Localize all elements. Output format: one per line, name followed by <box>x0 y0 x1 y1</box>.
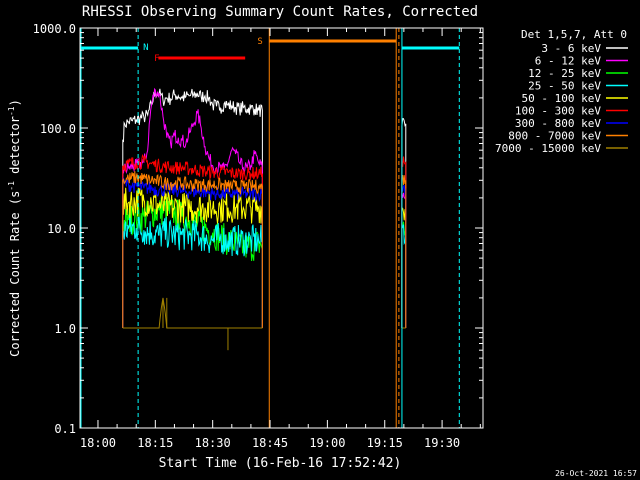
x-axis-label: Start Time (16-Feb-16 17:52:42) <box>159 456 402 471</box>
x-tick-labels: 18:00 18:15 18:30 18:45 19:00 19:15 19:30 <box>80 436 460 450</box>
legend-label-0: 3 - 6 keV <box>541 42 601 55</box>
annotation-N: N <box>143 43 148 53</box>
y-tick-label-0: 0.1 <box>54 422 76 436</box>
legend-label-8: 7000 - 15000 keV <box>495 142 601 155</box>
legend-title: Det 1,5,7, Att 0 <box>521 28 627 41</box>
legend-label-7: 800 - 7000 keV <box>508 130 601 143</box>
y-axis-label-mid: detector <box>8 116 22 181</box>
tick-marks <box>80 28 483 429</box>
legend-label-3: 25 - 50 keV <box>528 80 601 93</box>
y-tick-label-1: 1.0 <box>54 322 76 336</box>
plot-layer: NF S <box>80 28 483 429</box>
y-tick-label-3: 100.0 <box>40 122 76 136</box>
x-tick-label-5: 19:15 <box>367 436 403 450</box>
x-tick-label-1: 18:15 <box>137 436 173 450</box>
timestamp: 26-Oct-2021 16:57 <box>555 469 637 478</box>
x-tick-label-0: 18:00 <box>80 436 116 450</box>
x-tick-label-4: 19:00 <box>309 436 345 450</box>
x-tick-label-2: 18:30 <box>195 436 231 450</box>
y-axis-label-sup1: -1 <box>7 181 16 191</box>
legend-label-5: 100 - 300 keV <box>515 105 601 118</box>
y-tick-label-4: 1000.0 <box>33 22 76 36</box>
y-axis-label-end: ) <box>8 99 22 106</box>
annotation-F: F <box>154 54 159 64</box>
y-tick-label-2: 10.0 <box>47 222 76 236</box>
legend-label-1: 6 - 12 keV <box>535 55 602 68</box>
legend-label-4: 50 - 100 keV <box>522 92 602 105</box>
series-line-8 <box>122 297 406 329</box>
y-tick-labels: 0.1 1.0 10.0 100.0 1000.0 <box>33 22 76 436</box>
x-tick-label-6: 19:30 <box>424 436 460 450</box>
x-tick-label-3: 18:45 <box>252 436 288 450</box>
plot-frame <box>79 27 484 429</box>
y-axis-label-sup2: -1 <box>7 106 16 116</box>
y-axis-label: Corrected Count Rate (s-1 detector-1) <box>7 99 22 357</box>
legend-label-6: 300 - 800 keV <box>515 117 601 130</box>
y-axis-label-main: Corrected Count Rate (s <box>8 191 22 357</box>
chart-title: RHESSI Observing Summary Count Rates, Co… <box>82 4 478 20</box>
annotation-S: S <box>257 37 262 47</box>
legend-label-2: 12 - 25 keV <box>528 67 601 80</box>
